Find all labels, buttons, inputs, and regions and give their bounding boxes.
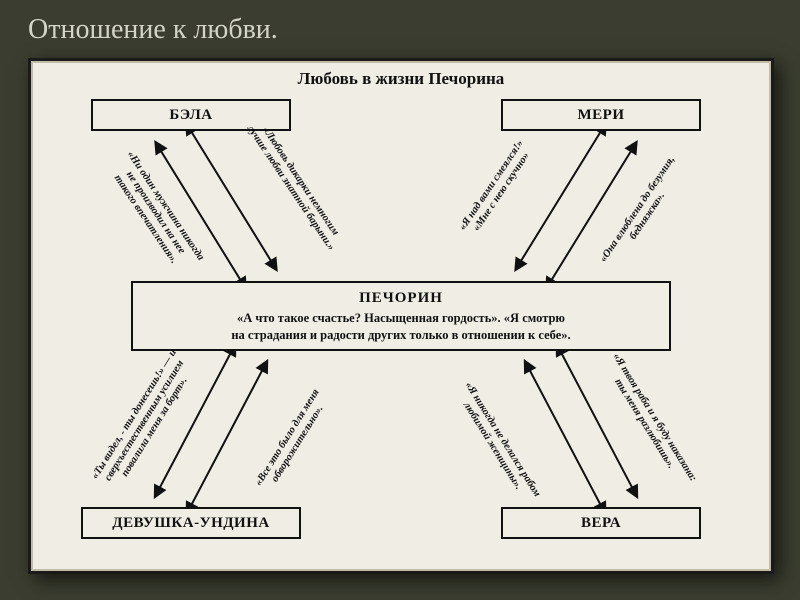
- slide-title: Отношение к любви.: [0, 0, 800, 46]
- node-undina: ДЕВУШКА-УНДИНА: [81, 507, 301, 539]
- node-meri: МЕРИ: [501, 99, 701, 131]
- node-pechorin: ПЕЧОРИН «А что такое счастье? Насыщенная …: [131, 281, 671, 351]
- diagram-frame: Любовь в жизни Печорина БЭЛАМЕРИПЕЧОРИН«…: [28, 58, 774, 574]
- diagram: Любовь в жизни Печорина БЭЛАМЕРИПЕЧОРИН«…: [31, 61, 771, 571]
- edge-line: [187, 361, 267, 513]
- slide: Отношение к любви. Любовь в жизни Печори…: [0, 0, 800, 600]
- node-vera: ВЕРА: [501, 507, 701, 539]
- node-pechorin-label: ПЕЧОРИН: [231, 288, 570, 308]
- edge-line: [516, 124, 606, 270]
- edge-line: [546, 142, 636, 288]
- node-pechorin-text: «А что такое счастье? Насыщенная гордост…: [231, 311, 570, 342]
